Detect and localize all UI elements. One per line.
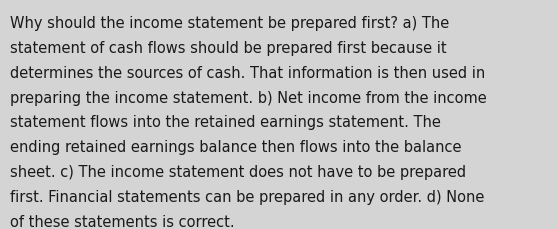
Text: determines the sources of cash. That information is then used in: determines the sources of cash. That inf… — [10, 65, 485, 80]
Text: preparing the income statement. b) Net income from the income: preparing the income statement. b) Net i… — [10, 90, 487, 105]
Text: of these statements is correct.: of these statements is correct. — [10, 214, 235, 229]
Text: sheet. c) The income statement does not have to be prepared: sheet. c) The income statement does not … — [10, 164, 466, 179]
Text: ending retained earnings balance then flows into the balance: ending retained earnings balance then fl… — [10, 140, 461, 155]
Text: first. Financial statements can be prepared in any order. d) None: first. Financial statements can be prepa… — [10, 189, 484, 204]
Text: Why should the income statement be prepared first? a) The: Why should the income statement be prepa… — [10, 16, 449, 31]
Text: statement of cash flows should be prepared first because it: statement of cash flows should be prepar… — [10, 41, 446, 56]
Text: statement flows into the retained earnings statement. The: statement flows into the retained earnin… — [10, 115, 441, 130]
